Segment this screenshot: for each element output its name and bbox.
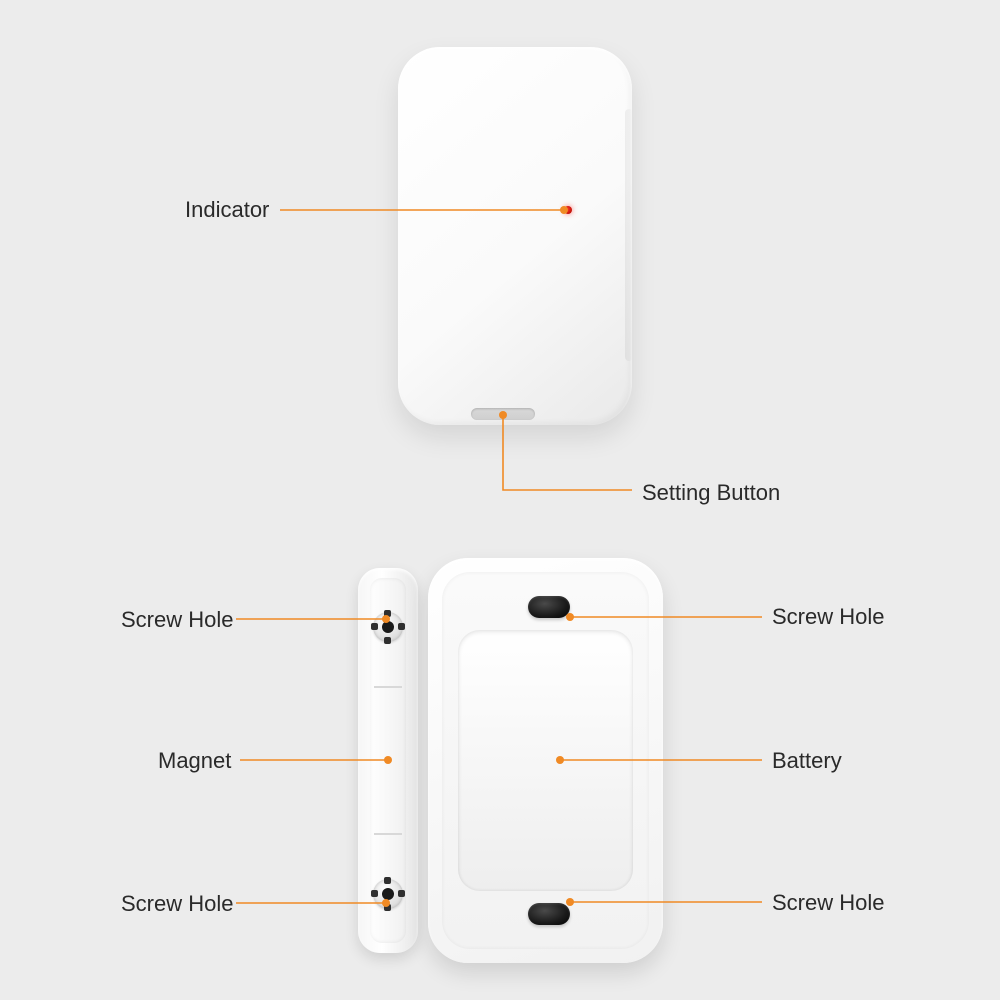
device-back-body <box>428 558 663 963</box>
magnet-screw-top <box>373 612 403 642</box>
back-screw-hole-bottom <box>528 903 570 925</box>
indicator-led <box>564 206 572 214</box>
label-screw-hole-bl: Screw Hole <box>121 891 233 917</box>
label-battery: Battery <box>772 748 842 774</box>
setting-button-slot <box>471 408 535 420</box>
label-screw-hole-tr: Screw Hole <box>772 604 884 630</box>
device-front <box>398 47 632 425</box>
battery-cavity <box>458 630 633 891</box>
label-screw-hole-tl: Screw Hole <box>121 607 233 633</box>
leader-line-setting-button <box>503 415 632 490</box>
label-magnet: Magnet <box>158 748 231 774</box>
label-setting-button: Setting Button <box>642 480 780 506</box>
device-back-assembly <box>358 558 663 963</box>
label-indicator: Indicator <box>185 197 269 223</box>
label-screw-hole-br: Screw Hole <box>772 890 884 916</box>
magnet-bar <box>358 568 418 953</box>
back-screw-hole-top <box>528 596 570 618</box>
magnet-screw-bottom <box>373 879 403 909</box>
